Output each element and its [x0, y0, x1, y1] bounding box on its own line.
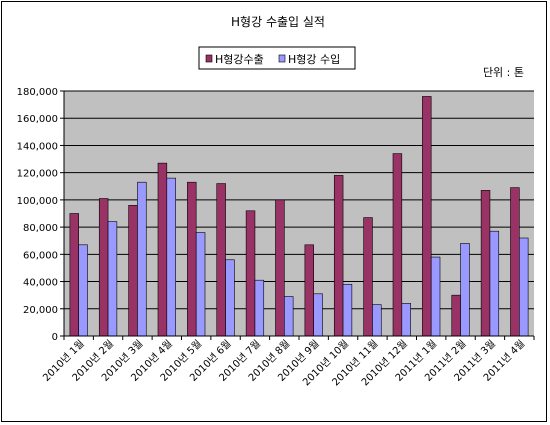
bar-import: [78, 244, 88, 337]
legend-label-import: H형강 수입: [288, 53, 340, 66]
bar-export: [216, 183, 226, 337]
y-tick-label: 140,000: [17, 141, 58, 152]
y-tick-label: 160,000: [17, 114, 58, 125]
bar-import: [342, 283, 353, 337]
bar-import: [225, 259, 235, 337]
bar-import: [166, 177, 176, 337]
axes: [63, 91, 535, 340]
bar-import: [519, 237, 529, 337]
y-tick-label: 20,000: [23, 305, 58, 316]
bar-import: [107, 221, 118, 337]
bar-export: [363, 217, 373, 337]
y-axis-ticks: 0 20,000 40,000 60,000 80,000 100,000 120,000 1…: [17, 87, 64, 343]
bar-export: [69, 213, 79, 337]
bar-export: [451, 294, 461, 337]
bar-export: [422, 96, 432, 337]
legend-swatch-import: [278, 54, 286, 63]
y-tick-label: 40,000: [23, 278, 58, 289]
bar-import: [313, 293, 323, 337]
bar-import: [195, 232, 206, 337]
bar-import: [401, 303, 411, 337]
bar-export: [392, 153, 403, 337]
bar-import: [284, 296, 294, 337]
legend-label-export: H형강수출: [215, 53, 264, 66]
y-tick-label: 120,000: [17, 169, 58, 180]
legend: H형강수출 H형강 수입: [198, 46, 356, 70]
bar-export: [98, 198, 109, 337]
bar-export: [304, 244, 314, 337]
bar-export: [245, 210, 256, 337]
legend-box: [198, 46, 356, 70]
bar-import: [460, 243, 470, 337]
legend-swatch-export: [205, 54, 213, 63]
bar-export: [275, 199, 285, 337]
y-tick-label: 180,000: [17, 87, 58, 98]
bar-import: [372, 304, 382, 337]
bar-import: [137, 181, 147, 337]
y-tick-label: 80,000: [23, 223, 58, 234]
bar-export: [510, 187, 520, 337]
bar-export: [187, 181, 197, 337]
bar-export: [333, 175, 344, 337]
bar-export: [157, 162, 168, 337]
bar-export: [480, 190, 491, 337]
bar-import: [430, 256, 441, 337]
unit-label: 단위 : 톤: [483, 66, 524, 79]
bar-import: [489, 230, 500, 337]
y-tick-label: 100,000: [17, 196, 58, 207]
bars: [69, 96, 529, 337]
y-tick-label: 60,000: [23, 250, 58, 261]
bar-export: [128, 205, 138, 337]
y-tick-label: 0: [52, 332, 58, 343]
chart-title: H형강 수출입 실적: [231, 15, 325, 29]
bar-import: [254, 279, 265, 337]
